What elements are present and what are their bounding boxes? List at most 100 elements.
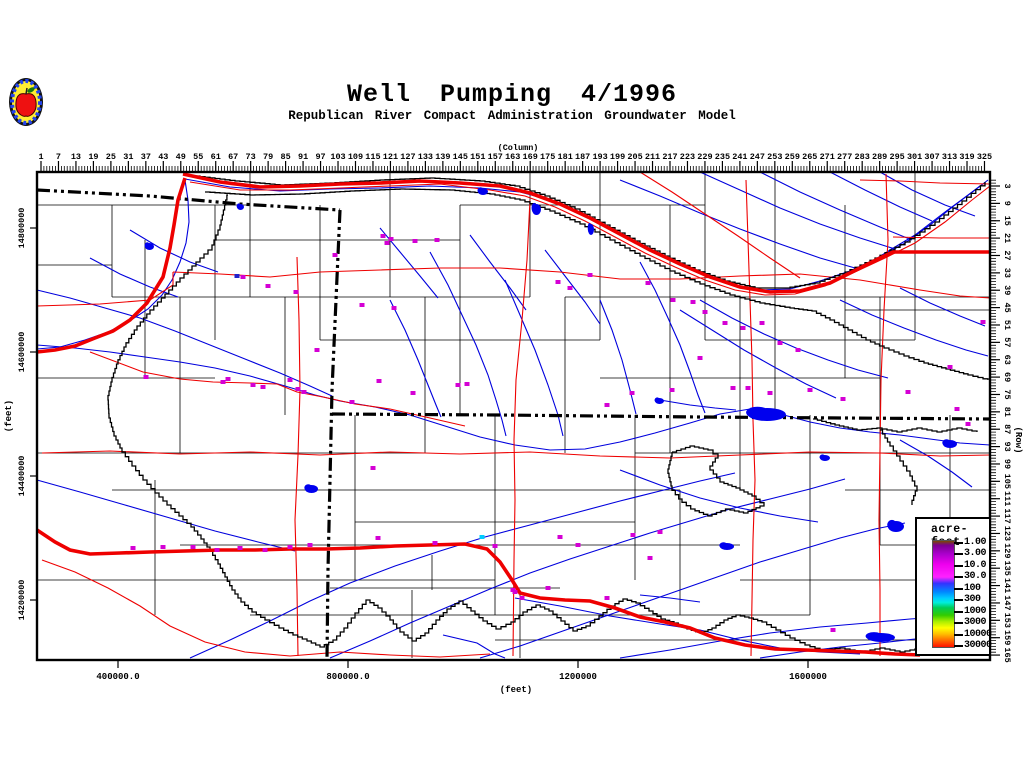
- state-line-layer: [36, 188, 991, 659]
- svg-text:109: 109: [348, 152, 363, 162]
- svg-text:15: 15: [1002, 216, 1012, 226]
- svg-text:301: 301: [907, 152, 922, 162]
- svg-text:133: 133: [418, 152, 433, 162]
- svg-text:217: 217: [662, 152, 677, 162]
- svg-text:55: 55: [193, 152, 203, 162]
- svg-text:67: 67: [228, 152, 238, 162]
- svg-text:33: 33: [1002, 268, 1012, 278]
- svg-text:97: 97: [315, 152, 325, 162]
- legend-entry-tick: [954, 645, 963, 648]
- svg-text:14800000: 14800000: [17, 208, 27, 249]
- svg-text:319: 319: [959, 152, 974, 162]
- svg-text:14200000: 14200000: [17, 580, 27, 621]
- svg-text:193: 193: [592, 152, 607, 162]
- svg-text:325: 325: [977, 152, 992, 162]
- svg-text:9: 9: [1002, 201, 1012, 206]
- svg-text:69: 69: [1002, 372, 1012, 382]
- lake-layer: [144, 187, 957, 642]
- svg-text:223: 223: [680, 152, 695, 162]
- legend-entry-label: 3.00: [964, 548, 987, 560]
- svg-text:79: 79: [263, 152, 273, 162]
- legend-entry-label: 10000: [964, 628, 992, 640]
- axis-layer: 1 7 13 19 25 31 37 43 49 55 61 67 73 79 85 91 97 103 109 11…: [4, 143, 1023, 695]
- svg-text:175: 175: [540, 152, 555, 162]
- svg-text:(feet): (feet): [4, 400, 14, 432]
- svg-text:1200000: 1200000: [559, 672, 597, 682]
- svg-text:73: 73: [246, 152, 256, 162]
- svg-text:129: 129: [1002, 543, 1012, 558]
- legend-entry-tick: [954, 622, 963, 625]
- svg-text:159: 159: [1002, 630, 1012, 645]
- legend-entry-tick: [954, 633, 963, 636]
- svg-text:235: 235: [715, 152, 730, 162]
- svg-text:31: 31: [123, 152, 133, 162]
- svg-text:277: 277: [837, 152, 852, 162]
- svg-text:211: 211: [645, 152, 660, 162]
- svg-text:165: 165: [1002, 647, 1012, 662]
- svg-text:49: 49: [176, 152, 186, 162]
- svg-text:199: 199: [610, 152, 625, 162]
- svg-text:37: 37: [141, 152, 151, 162]
- svg-text:14400000: 14400000: [17, 456, 27, 497]
- svg-text:25: 25: [106, 152, 116, 162]
- svg-text:271: 271: [820, 152, 835, 162]
- svg-text:283: 283: [855, 152, 870, 162]
- road-layer: [36, 171, 991, 658]
- svg-text:247: 247: [750, 152, 765, 162]
- legend-entry-label: 100: [964, 582, 981, 594]
- svg-text:(Column): (Column): [498, 143, 539, 153]
- svg-text:121: 121: [383, 152, 398, 162]
- svg-text:157: 157: [488, 152, 503, 162]
- svg-text:85: 85: [281, 152, 291, 162]
- svg-text:43: 43: [158, 152, 168, 162]
- model-boundary-layer: [107, 175, 989, 653]
- svg-text:259: 259: [785, 152, 800, 162]
- well-cells-layer: [130, 234, 986, 632]
- svg-text:205: 205: [627, 152, 642, 162]
- svg-text:169: 169: [523, 152, 538, 162]
- svg-text:91: 91: [298, 152, 308, 162]
- svg-text:63: 63: [1002, 355, 1012, 365]
- legend-entry-tick: [954, 542, 963, 544]
- svg-text:141: 141: [1002, 578, 1012, 593]
- svg-text:87: 87: [1002, 424, 1012, 434]
- svg-text:123: 123: [1002, 526, 1012, 541]
- svg-text:81: 81: [1002, 407, 1012, 417]
- legend-entry-label: 10.0: [964, 559, 987, 571]
- svg-text:151: 151: [470, 152, 485, 162]
- svg-text:3: 3: [1002, 183, 1012, 188]
- svg-text:307: 307: [924, 152, 939, 162]
- legend-entry-tick: [954, 599, 963, 602]
- svg-text:7: 7: [56, 152, 61, 162]
- page-title: Well Pumping 4/1996: [346, 80, 678, 109]
- svg-text:139: 139: [435, 152, 450, 162]
- legend-entry-label: 30.0: [964, 571, 987, 583]
- svg-text:(Row): (Row): [1013, 426, 1023, 453]
- legend-entry-tick: [954, 564, 963, 567]
- legend-entry-label: 300: [964, 594, 981, 606]
- legend-entry-tick: [954, 587, 963, 590]
- svg-text:21: 21: [1002, 233, 1012, 243]
- svg-text:400000.0: 400000.0: [96, 672, 139, 682]
- highway-layer: [36, 172, 990, 657]
- svg-text:39: 39: [1002, 285, 1012, 295]
- svg-text:289: 289: [872, 152, 887, 162]
- svg-text:229: 229: [697, 152, 712, 162]
- svg-text:13: 13: [71, 152, 81, 162]
- svg-text:153: 153: [1002, 613, 1012, 628]
- legend-entry-tick: [954, 553, 963, 556]
- legend-colorbar: [932, 540, 955, 648]
- rrca-apple-emblem-icon: [9, 78, 43, 126]
- legend-entry-label: 1000: [964, 605, 987, 617]
- svg-text:93: 93: [1002, 441, 1012, 451]
- svg-text:253: 253: [767, 152, 782, 162]
- svg-text:115: 115: [365, 152, 380, 162]
- svg-text:103: 103: [330, 152, 345, 162]
- svg-text:800000.0: 800000.0: [326, 672, 369, 682]
- svg-text:145: 145: [453, 152, 468, 162]
- svg-text:127: 127: [400, 152, 415, 162]
- svg-text:111: 111: [1002, 491, 1012, 506]
- svg-text:147: 147: [1002, 595, 1012, 610]
